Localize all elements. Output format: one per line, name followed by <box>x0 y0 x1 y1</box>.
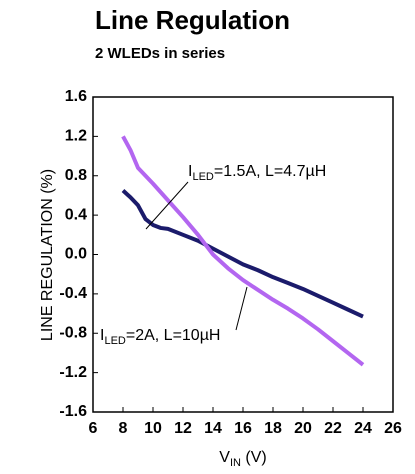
y-tick-label: 0.0 <box>65 246 87 263</box>
x-label-rest: (V) <box>241 449 267 466</box>
annotation-pre: I <box>100 327 104 344</box>
y-tick-label: 0.8 <box>65 167 87 184</box>
plot-frame <box>92 96 394 413</box>
annotation-sub: LED <box>104 335 125 347</box>
y-axis-label: LINE REGULATION (%) <box>39 169 56 341</box>
series-line <box>121 189 364 319</box>
chart-subtitle: 2 WLEDs in series <box>95 45 225 62</box>
x-tick-label: 6 <box>89 420 98 437</box>
series-line <box>121 135 365 367</box>
x-label-sub: IN <box>230 457 241 469</box>
y-tick-label: 1.6 <box>65 88 87 105</box>
x-tick-label: 22 <box>324 420 342 437</box>
y-tick-label: -0.8 <box>59 324 87 341</box>
annotation-post: =1.5A, L=4.7µH <box>214 163 326 180</box>
x-axis-label: VIN (V) <box>219 449 266 469</box>
y-tick-label: 0.4 <box>65 206 87 223</box>
y-tick-label: -0.4 <box>59 285 87 302</box>
x-tick-label: 12 <box>174 420 192 437</box>
leader-line <box>145 181 189 230</box>
y-tick-label: -1.6 <box>59 403 87 420</box>
x-tick-label: 10 <box>144 420 162 437</box>
annotation: ILED=1.5A, L=4.7µH <box>188 163 326 183</box>
y-tick-label: -1.2 <box>59 364 87 381</box>
x-tick-label: 26 <box>384 420 402 437</box>
x-tick-label: 8 <box>119 420 128 437</box>
chart-title: Line Regulation <box>95 5 290 35</box>
annotation-post: =2A, L=10µH <box>126 327 221 344</box>
x-tick-label: 24 <box>354 420 372 437</box>
x-label-main: V <box>219 449 230 466</box>
x-tick-label: 18 <box>264 420 282 437</box>
x-tick-label: 14 <box>204 420 222 437</box>
annotation-pre: I <box>188 163 192 180</box>
y-tick-label: 1.2 <box>65 128 87 145</box>
annotation: ILED=2A, L=10µH <box>100 327 220 347</box>
x-tick-label: 16 <box>234 420 252 437</box>
x-tick-label: 20 <box>294 420 312 437</box>
annotation-sub: LED <box>192 171 213 183</box>
leader-line <box>235 286 248 331</box>
